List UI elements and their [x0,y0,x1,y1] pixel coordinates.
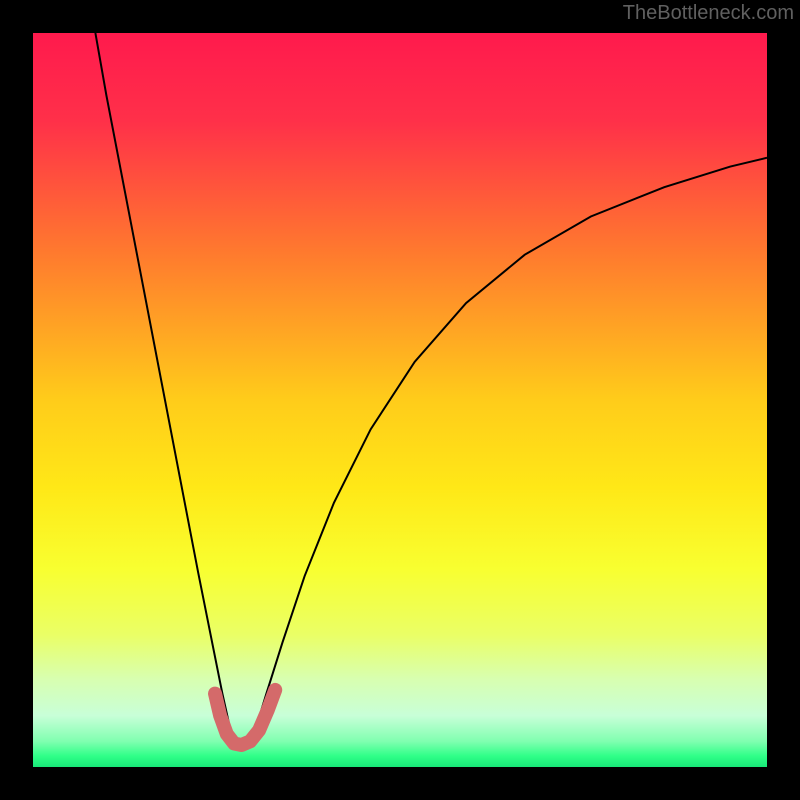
plot-svg [33,33,767,767]
watermark-text: TheBottleneck.com [623,2,794,25]
stage: TheBottleneck.com [0,0,800,800]
gradient-background [33,33,767,767]
plot-area [33,33,767,767]
